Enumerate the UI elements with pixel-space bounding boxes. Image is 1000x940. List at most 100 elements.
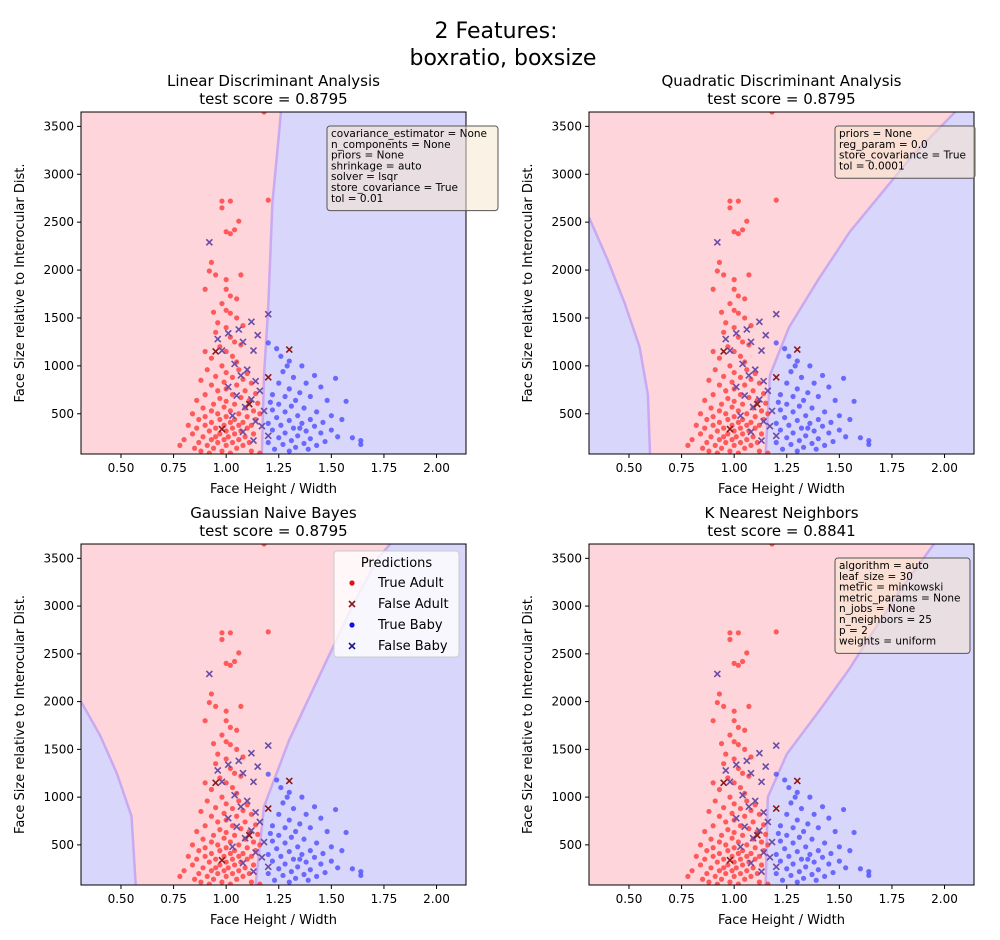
point-true-baby bbox=[307, 867, 313, 873]
point-true-baby bbox=[314, 840, 320, 846]
point-true-baby bbox=[784, 435, 790, 441]
point-true-baby bbox=[297, 856, 303, 862]
point-true-adult bbox=[756, 448, 763, 454]
point-true-adult bbox=[231, 339, 238, 345]
point-true-baby bbox=[299, 420, 305, 426]
point-true-baby bbox=[836, 427, 842, 433]
point-true-baby bbox=[282, 409, 288, 415]
point-false-baby bbox=[726, 346, 734, 355]
point-true-baby bbox=[265, 420, 271, 426]
point-true-adult bbox=[229, 784, 236, 791]
point-true-adult bbox=[731, 307, 737, 313]
point-true-baby bbox=[295, 844, 301, 850]
point-true-baby bbox=[803, 433, 809, 439]
point-true-adult bbox=[202, 823, 208, 829]
point-true-baby bbox=[301, 440, 307, 447]
point-true-adult bbox=[234, 445, 240, 451]
point-true-baby bbox=[282, 430, 288, 436]
point-true-adult bbox=[710, 780, 716, 786]
point-false-adult bbox=[212, 779, 220, 787]
y-tick-label: 2500 bbox=[551, 215, 582, 229]
point-true-baby bbox=[809, 440, 815, 447]
y-tick-label: 3000 bbox=[43, 167, 74, 181]
point-true-adult bbox=[234, 727, 240, 733]
point-true-adult bbox=[761, 822, 767, 828]
point-true-adult bbox=[248, 811, 255, 817]
point-true-adult bbox=[689, 437, 695, 443]
legend-marker bbox=[349, 580, 355, 586]
point-true-adult bbox=[223, 873, 229, 880]
point-true-adult bbox=[746, 394, 752, 401]
legend-entry: True Baby bbox=[377, 618, 443, 633]
point-true-baby bbox=[349, 435, 355, 441]
param-text: weights = uniform bbox=[839, 636, 936, 648]
point-true-adult bbox=[742, 727, 748, 733]
point-true-adult bbox=[221, 868, 227, 874]
point-true-baby bbox=[280, 872, 286, 879]
y-tick-label: 500 bbox=[51, 407, 74, 421]
point-true-adult bbox=[257, 411, 263, 417]
point-true-baby bbox=[265, 439, 271, 446]
legend-entry: False Adult bbox=[378, 597, 449, 612]
point-true-adult bbox=[240, 442, 246, 448]
point-false-baby bbox=[747, 428, 755, 436]
legend-marker bbox=[348, 642, 356, 650]
point-true-adult bbox=[189, 411, 196, 417]
point-true-baby bbox=[819, 372, 826, 379]
point-true-adult bbox=[204, 442, 210, 448]
point-false-adult bbox=[720, 779, 728, 787]
point-true-baby bbox=[815, 867, 821, 873]
point-true-adult bbox=[710, 286, 716, 292]
point-true-baby bbox=[784, 832, 790, 838]
point-true-baby bbox=[265, 870, 271, 877]
point-true-adult bbox=[739, 227, 746, 233]
point-true-adult bbox=[744, 437, 750, 443]
point-true-adult bbox=[223, 756, 229, 762]
point-true-adult bbox=[210, 876, 217, 882]
point-true-adult bbox=[727, 636, 733, 643]
point-true-adult bbox=[729, 379, 735, 385]
x-tick-label: 0.50 bbox=[108, 461, 135, 475]
point-true-adult bbox=[227, 231, 233, 237]
point-true-adult bbox=[737, 353, 744, 359]
point-true-adult bbox=[248, 380, 255, 386]
point-true-adult bbox=[710, 414, 716, 420]
point-true-adult bbox=[202, 845, 208, 851]
y-tick-label: 3500 bbox=[551, 119, 582, 133]
point-false-baby bbox=[749, 403, 757, 411]
point-true-adult bbox=[706, 377, 712, 383]
y-tick-label: 1000 bbox=[551, 359, 582, 373]
x-tick-label: 0.50 bbox=[616, 461, 643, 475]
point-true-baby bbox=[297, 821, 303, 827]
point-true-adult bbox=[244, 370, 250, 377]
point-true-adult bbox=[227, 450, 233, 454]
point-true-adult bbox=[223, 718, 229, 724]
panel-subtitle: test score = 0.8841 bbox=[707, 522, 855, 540]
point-false-baby bbox=[231, 360, 239, 368]
point-true-adult bbox=[229, 425, 236, 431]
legend-marker bbox=[348, 600, 356, 608]
point-true-adult bbox=[702, 425, 708, 431]
point-true-baby bbox=[276, 401, 282, 407]
param-text: shrinkage = auto bbox=[331, 160, 422, 172]
point-true-adult bbox=[744, 798, 750, 804]
point-true-baby bbox=[828, 850, 834, 857]
point-true-adult bbox=[746, 703, 752, 709]
point-true-baby bbox=[284, 794, 290, 800]
panel-title: K Nearest Neighbors bbox=[704, 504, 858, 522]
point-true-adult bbox=[742, 813, 748, 819]
point-true-adult bbox=[244, 845, 250, 851]
point-true-baby bbox=[786, 853, 792, 859]
point-true-adult bbox=[727, 363, 733, 369]
point-false-baby bbox=[772, 432, 780, 440]
point-true-baby bbox=[335, 434, 341, 440]
point-true-adult bbox=[246, 439, 252, 446]
point-true-adult bbox=[718, 876, 725, 882]
point-true-adult bbox=[723, 388, 729, 394]
point-true-adult bbox=[223, 708, 229, 714]
point-false-baby bbox=[732, 383, 740, 391]
point-true-adult bbox=[231, 832, 238, 838]
point-false-baby bbox=[768, 838, 776, 846]
axes-frame bbox=[588, 111, 975, 455]
point-true-adult bbox=[202, 414, 208, 420]
